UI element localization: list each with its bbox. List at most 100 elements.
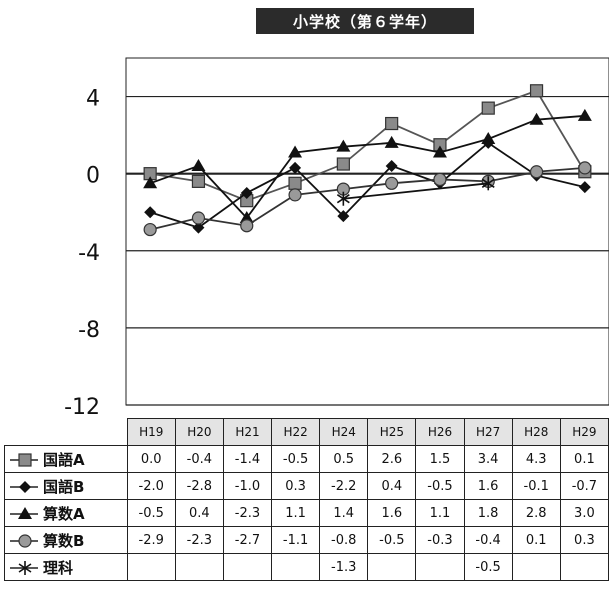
- data-label: -2.3: [222, 499, 273, 527]
- point-circle: [143, 222, 157, 237]
- data-label: [511, 553, 561, 581]
- plot-area: [125, 57, 609, 406]
- line-chart: 4 0 -4 -8 -12: [64, 57, 609, 418]
- data-label: [126, 553, 176, 581]
- point-square: [336, 157, 350, 171]
- point-circle: [18, 534, 32, 548]
- category-header-row: H19 H20 H21 H22 H24 H25 H26 H27 H28 H29: [4, 418, 609, 446]
- category-label: H27: [463, 418, 513, 446]
- category-label: H21: [222, 418, 273, 446]
- legend-entry: 算数A: [4, 499, 128, 527]
- point-triangle: [18, 507, 32, 519]
- point-square: [481, 101, 495, 115]
- data-label: -1.4: [222, 445, 273, 473]
- point-square: [288, 176, 302, 190]
- series-star: [336, 176, 495, 206]
- star-stroke: [481, 178, 495, 188]
- series-name: 国語A: [43, 450, 85, 469]
- data-label: 0.3: [271, 472, 321, 500]
- y-tick-label: -4: [78, 241, 100, 266]
- data-label: 0.1: [559, 445, 609, 473]
- data-label: 0.0: [126, 445, 176, 473]
- series-name: 国語B: [43, 477, 85, 496]
- category-label: H28: [511, 418, 561, 446]
- point-diamond: [144, 206, 157, 219]
- chart-title: 小学校（第６学年）: [256, 8, 474, 34]
- table-row: 国語B -2.0 -2.8 -1.0 0.3 -2.2 0.4 -0.5 1.6 -0.1 -0.7: [4, 472, 609, 500]
- data-label: 1.6: [463, 472, 513, 500]
- point-diamond: [337, 210, 350, 223]
- data-label: 1.4: [319, 499, 369, 527]
- table-corner: [4, 418, 128, 446]
- point-circle: [578, 161, 592, 175]
- legend-square-icon: [10, 453, 38, 467]
- data-label: [415, 553, 465, 581]
- data-label: -0.5: [126, 499, 176, 527]
- point-triangle: [336, 139, 351, 152]
- data-label: 3.4: [463, 445, 513, 473]
- data-label: 0.1: [511, 526, 561, 554]
- point-square: [529, 84, 544, 98]
- legend-entry: 算数B: [4, 526, 128, 554]
- point-triangle: [432, 145, 447, 158]
- point-circle: [433, 172, 447, 187]
- data-label: 1.8: [463, 499, 513, 527]
- table-row: 算数B -2.9 -2.3 -2.7 -1.1 -0.8 -0.5 -0.3 -0.4 0.1 0.…: [4, 526, 609, 554]
- point-square: [191, 174, 206, 188]
- data-label: 4.3: [511, 445, 561, 473]
- y-axis: 4 0 -4 -8 -12: [64, 87, 100, 418]
- y-tick-label: 4: [86, 87, 100, 112]
- data-label: 1.1: [271, 499, 321, 527]
- series-lines: [143, 84, 592, 237]
- legend-diamond-icon: [10, 481, 38, 493]
- data-label: [559, 553, 609, 581]
- data-label: -0.5: [415, 472, 465, 500]
- data-label: -0.4: [174, 445, 224, 473]
- data-label: -0.1: [511, 472, 561, 500]
- point-triangle: [481, 131, 496, 144]
- series-name: 算数B: [43, 531, 85, 550]
- category-label: H24: [319, 418, 369, 446]
- category-label: H20: [174, 418, 224, 446]
- point-diamond: [289, 161, 302, 174]
- series-line: [149, 114, 585, 220]
- data-label: -0.3: [415, 526, 465, 554]
- data-label: -1.3: [319, 553, 369, 581]
- data-label: 3.0: [559, 499, 609, 527]
- legend-triangle-icon: [10, 507, 38, 519]
- point-star: [481, 176, 495, 191]
- data-label: 0.3: [559, 526, 609, 554]
- data-label: -0.4: [463, 526, 513, 554]
- category-label: H22: [271, 418, 321, 446]
- data-label: -0.5: [463, 553, 513, 581]
- data-label: -1.1: [271, 526, 321, 554]
- data-label: -0.5: [271, 445, 321, 473]
- point-triangle: [288, 145, 303, 158]
- point-circle: [191, 211, 206, 225]
- data-table: H19 H20 H21 H22 H24 H25 H26 H27 H28 H29 国語A 0.0 -0.…: [4, 418, 609, 581]
- legend-circle-icon: [10, 534, 38, 548]
- point-triangle: [384, 135, 399, 148]
- point-circle: [385, 176, 399, 190]
- point-triangle: [143, 176, 158, 189]
- data-label: 1.5: [415, 445, 465, 473]
- data-label: [174, 553, 224, 581]
- point-star: [18, 561, 32, 575]
- data-label: 1.6: [367, 499, 417, 527]
- data-label: -2.2: [319, 472, 369, 500]
- point-triangle: [529, 112, 544, 125]
- point-circle: [288, 188, 302, 202]
- data-label: 2.8: [511, 499, 561, 527]
- point-circle: [240, 219, 254, 233]
- star-stroke: [18, 563, 32, 573]
- point-triangle: [191, 158, 206, 171]
- series-circle: [143, 161, 592, 237]
- point-star: [336, 191, 350, 206]
- point-diamond: [578, 181, 591, 194]
- data-label: -0.5: [367, 526, 417, 554]
- y-tick-label: 0: [86, 164, 100, 189]
- series-name: 理科: [43, 558, 74, 577]
- legend-entry: 国語B: [4, 472, 128, 500]
- data-label: -2.3: [174, 526, 224, 554]
- category-label: H19: [126, 418, 176, 446]
